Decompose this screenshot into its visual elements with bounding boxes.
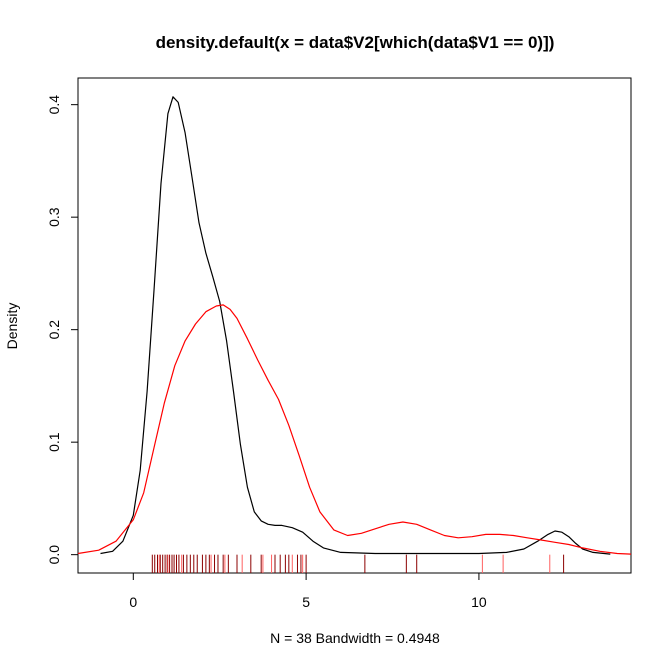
y-tick-label: 0.0 <box>46 545 62 565</box>
x-axis-label: N = 38 Bandwidth = 0.4948 <box>270 630 440 646</box>
chart-title: density.default(x = data$V2[which(data$V… <box>156 33 555 52</box>
plot-frame <box>77 77 632 574</box>
y-tick-label: 0.4 <box>46 95 62 115</box>
y-tick-label: 0.2 <box>46 320 62 340</box>
y-axis-label: Density <box>4 303 20 350</box>
x-tick-label: 10 <box>471 594 487 610</box>
y-tick-label: 0.1 <box>46 432 62 452</box>
x-tick-label: 5 <box>302 594 310 610</box>
y-tick-label: 0.3 <box>46 207 62 227</box>
x-axis: 0 5 10 <box>129 572 487 610</box>
density-curve-2 <box>77 304 632 555</box>
x-tick-label: 0 <box>129 594 137 610</box>
y-axis: 0.0 0.1 0.2 0.3 0.4 <box>46 95 79 565</box>
density-curves <box>77 96 632 555</box>
rug-marks <box>151 554 565 573</box>
density-curve-1 <box>100 96 611 555</box>
